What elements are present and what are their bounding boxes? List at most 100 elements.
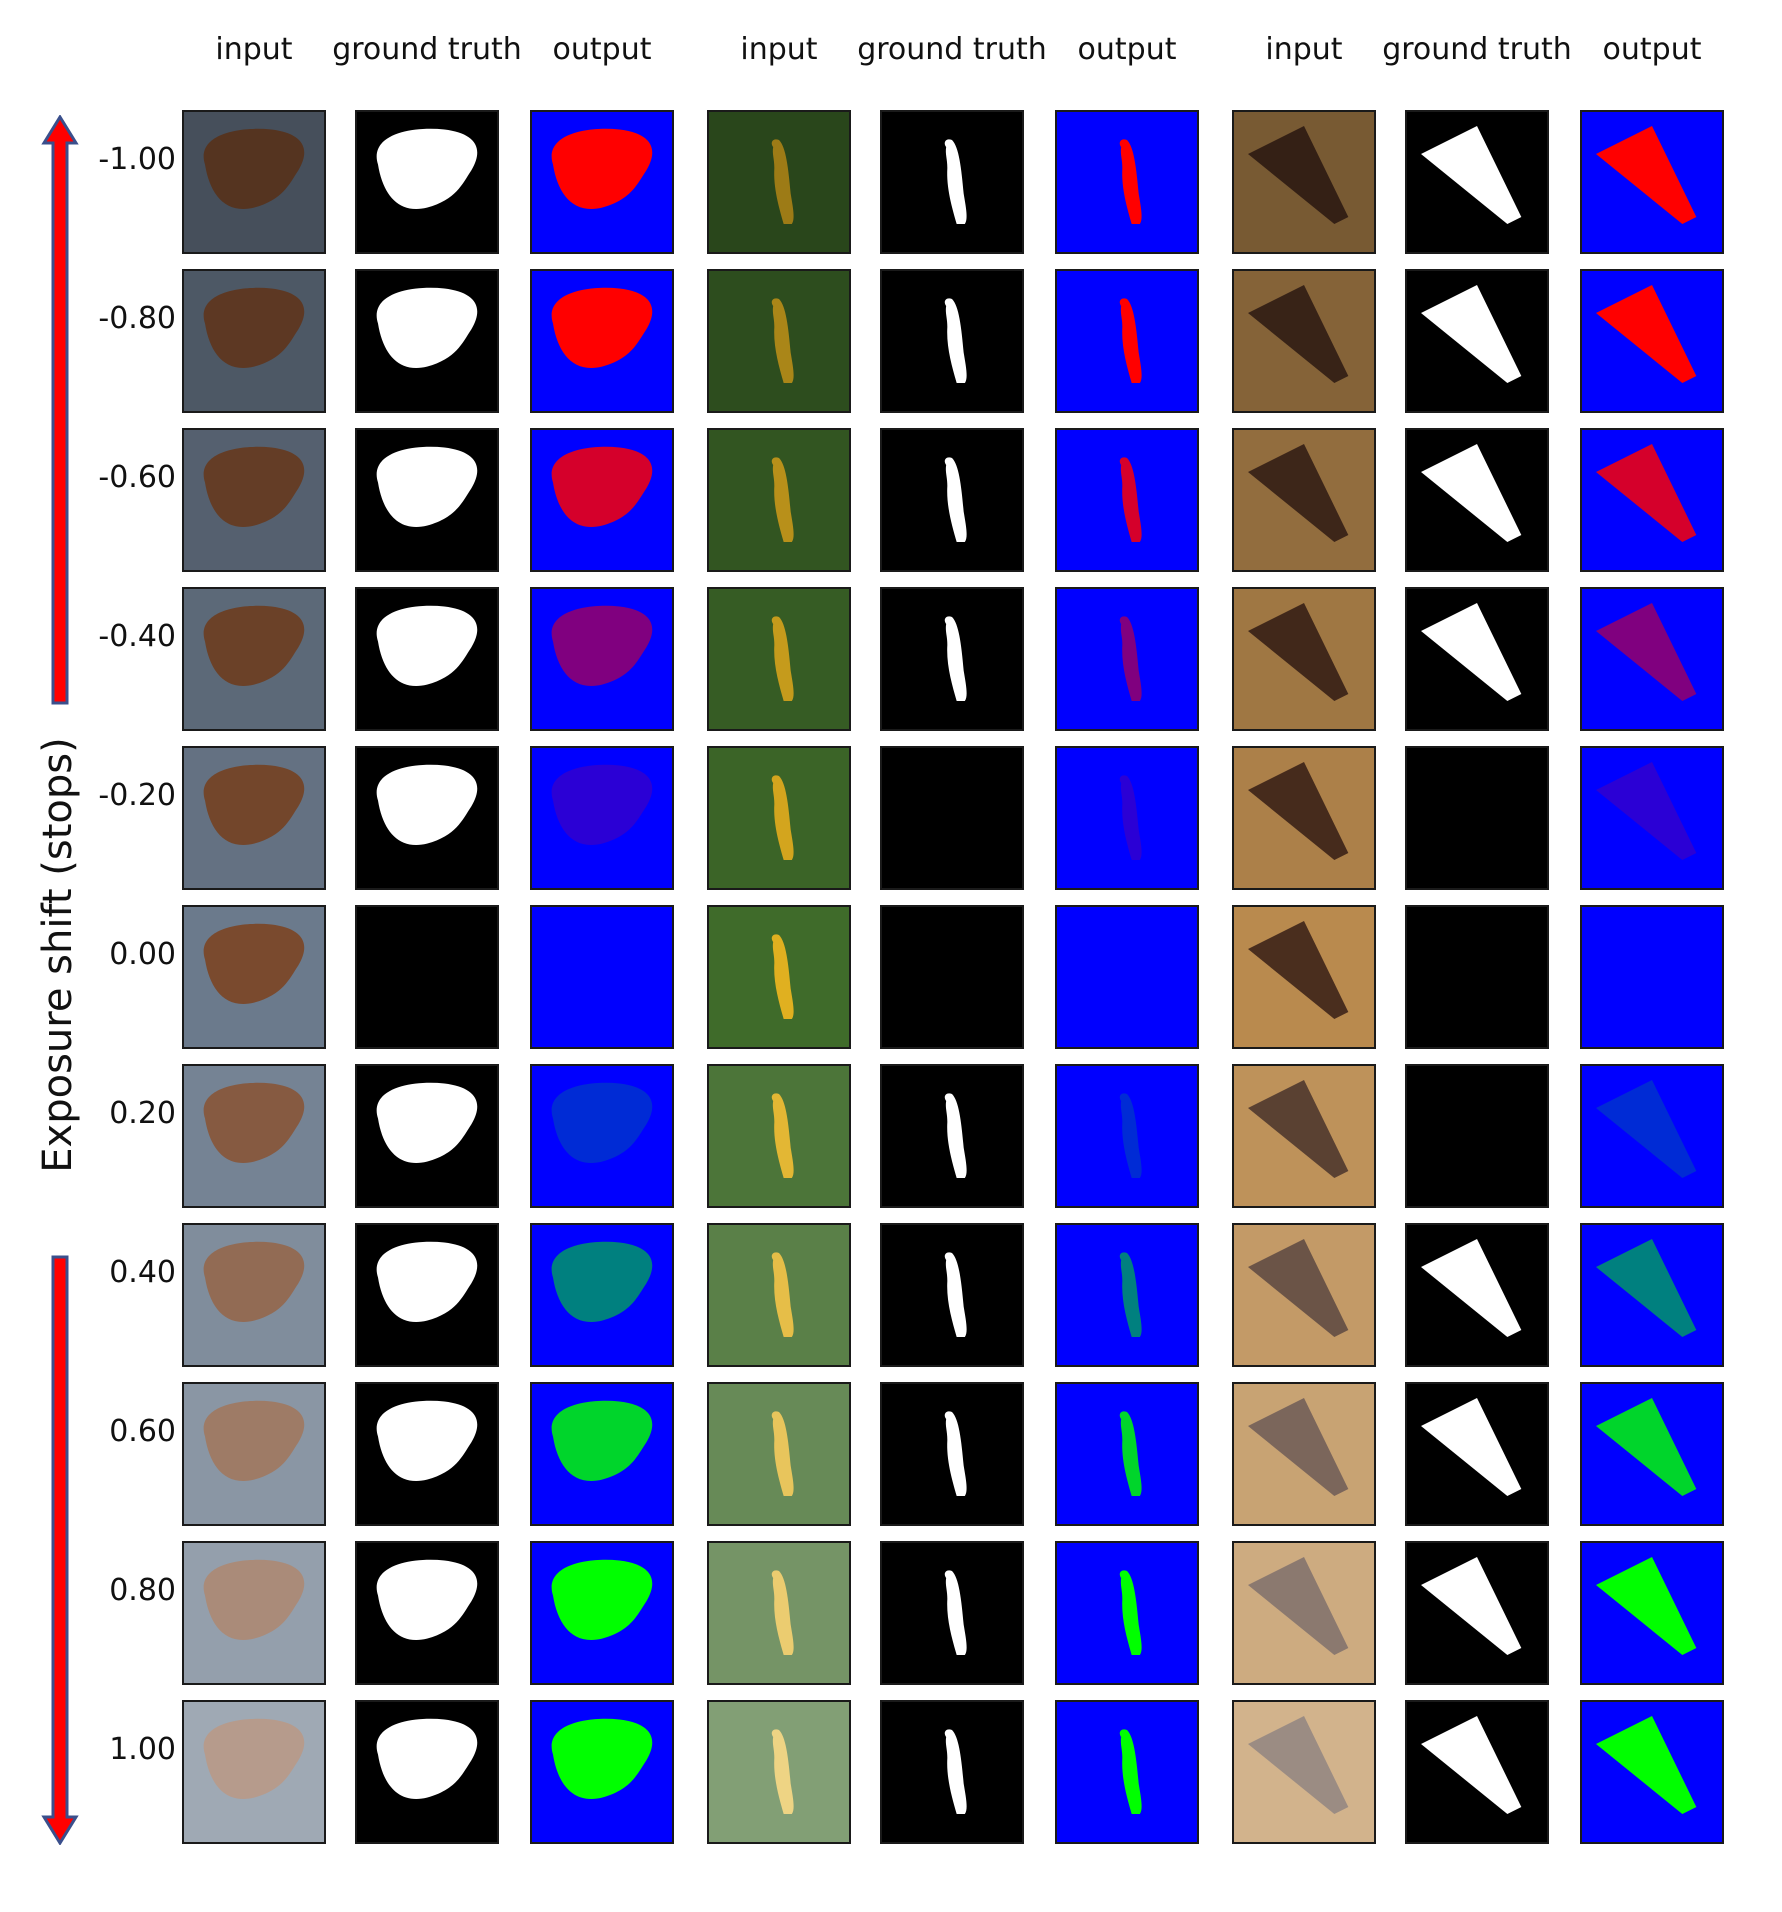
input-image (182, 1382, 326, 1526)
ground-truth-mask (880, 110, 1024, 254)
output-prediction (1055, 1064, 1199, 1208)
output-prediction (1055, 1541, 1199, 1685)
column-header: output (552, 32, 652, 67)
ground-truth-mask (355, 587, 499, 731)
ground-truth-mask (880, 746, 1024, 890)
input-image (182, 1223, 326, 1367)
output-prediction (1580, 1382, 1724, 1526)
output-prediction (1580, 587, 1724, 731)
bird-icon (771, 1570, 794, 1655)
ground-truth-mask (1405, 587, 1549, 731)
ground-truth-mask (880, 269, 1024, 413)
column-header: input (1265, 32, 1343, 67)
ground-truth-mask (1405, 746, 1549, 890)
input-image (182, 905, 326, 1049)
ground-truth-mask (1405, 905, 1549, 1049)
input-image (707, 746, 851, 890)
ground-truth-mask (880, 1382, 1024, 1526)
ground-truth-mask (1405, 1541, 1549, 1685)
input-image (182, 1541, 326, 1685)
underexposure-arrow-icon (41, 115, 79, 705)
ground-truth-mask (1405, 1700, 1549, 1844)
input-image (1232, 269, 1376, 413)
ground-truth-mask (355, 1541, 499, 1685)
pizza-icon (203, 1718, 305, 1800)
bird-icon (771, 1093, 794, 1178)
cake-slice-icon (1248, 1398, 1349, 1496)
pizza-icon (203, 1559, 305, 1641)
output-prediction (1055, 905, 1199, 1049)
input-image (707, 428, 851, 572)
cake-slice-icon (1248, 1557, 1349, 1655)
input-image (1232, 110, 1376, 254)
input-image (182, 1700, 326, 1844)
cake-slice-icon (1248, 603, 1349, 701)
output-prediction (1580, 1700, 1724, 1844)
exposure-label: 0.20 (109, 1096, 176, 1131)
input-image (1232, 1064, 1376, 1208)
output-prediction (530, 905, 674, 1049)
ground-truth-mask (355, 905, 499, 1049)
exposure-label: 1.00 (109, 1732, 176, 1767)
ground-truth-mask (880, 1223, 1024, 1367)
output-prediction (530, 1223, 674, 1367)
bird-icon (771, 934, 794, 1019)
input-image (1232, 746, 1376, 890)
exposure-label: -0.20 (98, 778, 176, 813)
exposure-label: 0.60 (109, 1414, 176, 1449)
output-prediction (1580, 428, 1724, 572)
input-image (1232, 587, 1376, 731)
exposure-label: -0.80 (98, 301, 176, 336)
bird-icon (771, 1252, 794, 1337)
bird-icon (771, 139, 794, 224)
input-image (707, 269, 851, 413)
bird-icon (771, 298, 794, 383)
cake-slice-icon (1248, 444, 1349, 542)
ground-truth-mask (355, 746, 499, 890)
ground-truth-mask (880, 1064, 1024, 1208)
ground-truth-mask (355, 428, 499, 572)
cake-slice-icon (1248, 1239, 1349, 1337)
output-prediction (1055, 428, 1199, 572)
pizza-icon (203, 446, 305, 528)
output-prediction (1055, 269, 1199, 413)
output-prediction (530, 1541, 674, 1685)
bird-icon (771, 616, 794, 701)
exposure-label: -0.40 (98, 619, 176, 654)
column-header: input (740, 32, 818, 67)
pizza-icon (203, 1082, 305, 1164)
output-prediction (1055, 1382, 1199, 1526)
ground-truth-mask (1405, 1064, 1549, 1208)
ground-truth-mask (880, 1700, 1024, 1844)
output-prediction (530, 269, 674, 413)
input-image (1232, 905, 1376, 1049)
exposure-label: 0.00 (109, 937, 176, 972)
column-header: ground truth (332, 32, 522, 67)
exposure-label: 0.40 (109, 1255, 176, 1290)
input-image (1232, 1700, 1376, 1844)
input-image (182, 587, 326, 731)
bird-icon (771, 1729, 794, 1814)
ground-truth-mask (355, 269, 499, 413)
pizza-icon (203, 1241, 305, 1323)
column-header: output (1077, 32, 1177, 67)
ground-truth-mask (880, 1541, 1024, 1685)
input-image (707, 1064, 851, 1208)
pizza-icon (203, 764, 305, 846)
output-prediction (1580, 1223, 1724, 1367)
cake-slice-icon (1248, 921, 1349, 1019)
ground-truth-mask (880, 587, 1024, 731)
bird-icon (771, 775, 794, 860)
output-prediction (1580, 110, 1724, 254)
input-image (182, 746, 326, 890)
input-image (1232, 428, 1376, 572)
output-prediction (530, 587, 674, 731)
output-prediction (1055, 746, 1199, 890)
output-prediction (530, 1700, 674, 1844)
output-prediction (1055, 1223, 1199, 1367)
cake-slice-icon (1248, 285, 1349, 383)
pizza-icon (203, 1400, 305, 1482)
output-prediction (1580, 746, 1724, 890)
output-prediction (1580, 1541, 1724, 1685)
